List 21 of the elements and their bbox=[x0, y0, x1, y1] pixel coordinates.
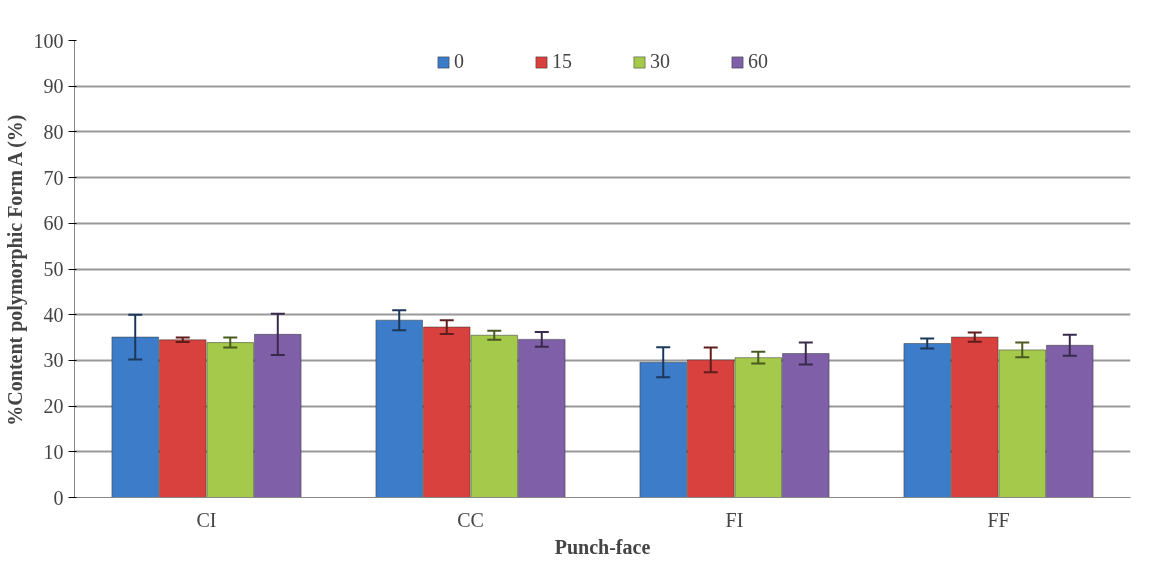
y-axis-title: %Content polymorphic Form A (%) bbox=[3, 114, 27, 426]
x-tick-label: FI bbox=[725, 508, 744, 531]
y-tick-label: 40 bbox=[43, 303, 64, 326]
y-tick-label: 50 bbox=[43, 258, 64, 280]
y-tick-label: 60 bbox=[43, 212, 64, 235]
y-tick-label: 70 bbox=[43, 166, 64, 189]
legend-label: 60 bbox=[748, 50, 768, 73]
x-tick-label: CC bbox=[457, 508, 484, 531]
y-tick-label: 20 bbox=[43, 395, 64, 418]
legend-label: 15 bbox=[552, 50, 572, 73]
y-tick-label: 80 bbox=[43, 120, 64, 143]
y-tick-label: 90 bbox=[43, 75, 64, 98]
x-axis-title: Punch-face bbox=[554, 535, 651, 558]
y-tick-label: 0 bbox=[53, 486, 64, 509]
x-tick-label: CI bbox=[196, 508, 217, 531]
x-tick-label: FF bbox=[987, 508, 1010, 531]
legend-label: 30 bbox=[650, 50, 670, 73]
y-tick-label: 30 bbox=[43, 349, 64, 372]
legend-label: 0 bbox=[454, 50, 465, 73]
y-tick-label: 10 bbox=[43, 440, 64, 463]
y-tick-label: 100 bbox=[33, 29, 64, 52]
